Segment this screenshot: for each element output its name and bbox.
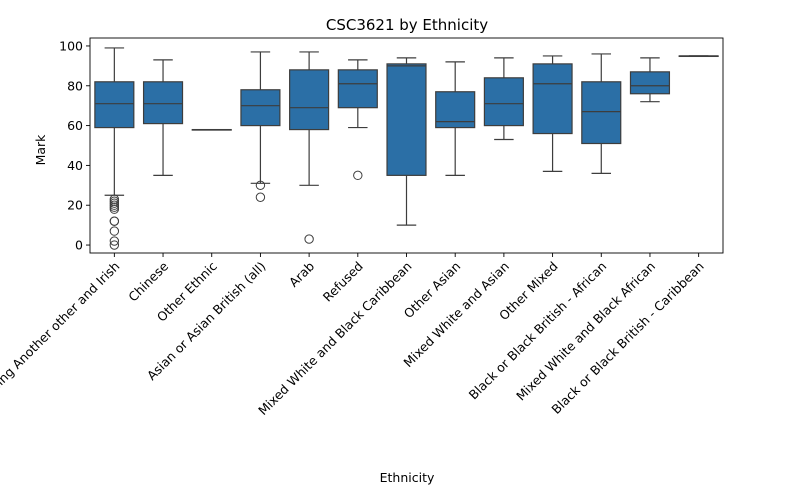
- outlier-point: [109, 226, 120, 236]
- x-tick-label: Chinese: [125, 258, 171, 304]
- box-iqr: [94, 81, 135, 129]
- box-iqr: [386, 63, 427, 176]
- x-axis-label: Ethnicity: [380, 470, 435, 485]
- x-axis: White including Another other and IrishC…: [0, 253, 707, 443]
- y-tick-label: 0: [75, 238, 83, 253]
- box-iqr: [629, 71, 671, 95]
- box-group: [435, 61, 476, 176]
- y-tick-label: 20: [67, 198, 83, 213]
- x-tick-label: Refused: [320, 259, 366, 305]
- y-axis: 0 20 40 60 80 100: [59, 38, 90, 253]
- box-group: [94, 47, 135, 250]
- outlier-point: [353, 170, 363, 181]
- x-tick-label: Arab: [286, 258, 317, 289]
- y-tick-label: 80: [67, 78, 83, 93]
- outlier-point: [109, 240, 120, 250]
- box-group: [532, 55, 573, 172]
- box-group: [191, 128, 232, 131]
- chart-title: CSC3621 by Ethnicity: [326, 16, 488, 34]
- outlier-point: [255, 180, 266, 191]
- y-axis-label: Mark: [33, 134, 48, 166]
- outlier-point: [255, 192, 266, 202]
- box-iqr: [483, 77, 524, 127]
- outlier-point: [109, 236, 120, 246]
- outlier-point: [109, 216, 120, 226]
- box-iqr: [289, 69, 330, 131]
- box-group: [483, 57, 524, 141]
- plot-area: [89, 37, 724, 254]
- box-group: [581, 53, 622, 174]
- box-group: [678, 55, 719, 58]
- box-iqr: [337, 69, 378, 109]
- y-tick-label: 60: [67, 118, 83, 133]
- box-group: [629, 57, 671, 103]
- box-group: [289, 51, 330, 244]
- box-iqr: [581, 81, 622, 145]
- box-group: [142, 59, 184, 176]
- box-group: [240, 51, 281, 202]
- box-iqr: [532, 63, 573, 135]
- box-iqr: [142, 81, 184, 125]
- box-iqr: [240, 89, 281, 127]
- y-tick-label: 40: [67, 158, 83, 173]
- outlier-point: [304, 234, 314, 244]
- y-tick-label: 100: [59, 38, 83, 53]
- outlier-point: [109, 204, 120, 214]
- box-group: [337, 59, 378, 181]
- x-tick-label: White including Another other and Irish: [0, 259, 122, 444]
- box-group: [386, 57, 427, 226]
